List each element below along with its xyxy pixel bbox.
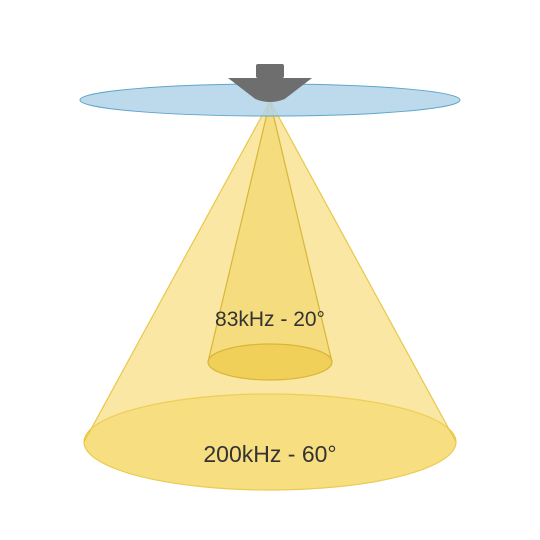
- label-wide-beam: 200kHz - 60°: [203, 441, 336, 467]
- label-narrow-beam: 83kHz - 20°: [215, 308, 325, 331]
- boat-cabin: [256, 64, 284, 78]
- narrow-cone-footprint: [208, 344, 332, 380]
